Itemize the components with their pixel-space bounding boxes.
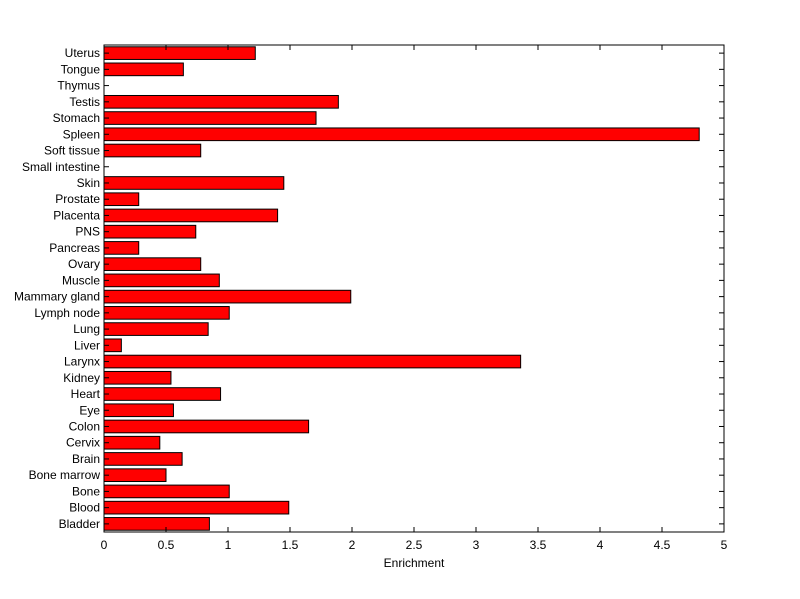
y-tick-label: Tongue — [61, 62, 101, 76]
bar-mammary-gland — [103, 289, 352, 304]
x-tick-label: 0 — [101, 538, 108, 552]
y-tick-label: Liver — [74, 338, 100, 352]
bar-muscle — [103, 273, 220, 288]
y-tick-label: Small intestine — [22, 160, 100, 174]
y-tick-label: Bone marrow — [29, 468, 101, 482]
y-tick-label: Testis — [69, 95, 100, 109]
x-tick-label: 1.5 — [282, 538, 299, 552]
y-tick-label: Lung — [73, 322, 100, 336]
y-tick-label: Bladder — [59, 517, 100, 531]
bar-kidney — [103, 370, 172, 385]
y-tick-label: Cervix — [66, 436, 100, 450]
y-tick-label: Heart — [71, 387, 101, 401]
y-tick-label: Prostate — [55, 192, 100, 206]
bar-brain — [103, 452, 183, 466]
x-tick-label: 3 — [473, 538, 480, 552]
y-tick-label: Mammary gland — [14, 290, 100, 304]
x-tick-label: 4.5 — [654, 538, 671, 552]
bars-layer — [103, 46, 700, 531]
x-tick-label: 0.5 — [158, 538, 175, 552]
bar-bone — [103, 484, 230, 499]
bar-placenta — [103, 208, 279, 223]
bar-eye — [103, 403, 174, 418]
x-tick-label: 3.5 — [530, 538, 547, 552]
bar-testis — [103, 94, 339, 109]
bar-stomach — [103, 111, 317, 125]
y-tick-label: Kidney — [63, 371, 100, 385]
bar-spleen — [103, 127, 700, 142]
x-tick-label: 2.5 — [406, 538, 423, 552]
bar-blood — [103, 500, 290, 515]
y-tick-label: Colon — [69, 419, 100, 433]
y-tick-label: Placenta — [53, 208, 100, 222]
x-tick-labels: 0 0.5 1 1.5 2 2.5 3 3.5 4 4.5 5 — [101, 538, 728, 552]
x-tick-label: 5 — [721, 538, 728, 552]
y-tick-label: Brain — [72, 452, 100, 466]
y-tick-label: Pancreas — [49, 241, 100, 255]
bar-tongue — [103, 62, 184, 77]
y-tick-label: Uterus — [65, 46, 100, 60]
bar-soft-tissue — [103, 143, 202, 158]
bar-bladder — [103, 517, 210, 531]
bar-colon — [103, 419, 310, 434]
bar-pancreas — [103, 241, 140, 255]
y-tick-label: Bone — [72, 484, 100, 498]
y-tick-label: Thymus — [57, 79, 100, 93]
bar-lymph-node — [103, 306, 230, 320]
bar-heart — [103, 387, 222, 401]
x-tick-label: 1 — [225, 538, 232, 552]
y-tick-labels: Uterus Tongue Thymus Testis Stomach Spleen Sof… — [14, 46, 101, 531]
plot-area-frame — [103, 44, 725, 533]
y-tick-label: Ovary — [68, 257, 100, 271]
x-axis-title: Enrichment — [384, 556, 445, 570]
bar-uterus — [103, 46, 256, 60]
y-tick-label: Blood — [69, 501, 100, 515]
bar-pns — [103, 224, 197, 239]
y-tick-label: Stomach — [53, 111, 100, 125]
x-tick-label: 2 — [349, 538, 356, 552]
y-tick-label: Lymph node — [34, 306, 100, 320]
bar-lung — [103, 322, 209, 336]
bar-bone-marrow — [103, 468, 167, 483]
bar-prostate — [103, 192, 140, 207]
x-tick-label: 4 — [597, 538, 604, 552]
bar-larynx — [103, 354, 522, 369]
bar-skin — [103, 176, 285, 190]
y-tick-label: Muscle — [62, 273, 100, 287]
y-tick-label: PNS — [75, 225, 100, 239]
y-tick-label: Soft tissue — [44, 144, 100, 158]
y-tick-label: Skin — [77, 176, 100, 190]
bar-ovary — [103, 257, 202, 271]
y-tick-label: Eye — [79, 403, 100, 417]
y-tick-label: Larynx — [64, 355, 100, 369]
y-tick-label: Spleen — [63, 127, 100, 141]
bar-cervix — [103, 435, 161, 450]
